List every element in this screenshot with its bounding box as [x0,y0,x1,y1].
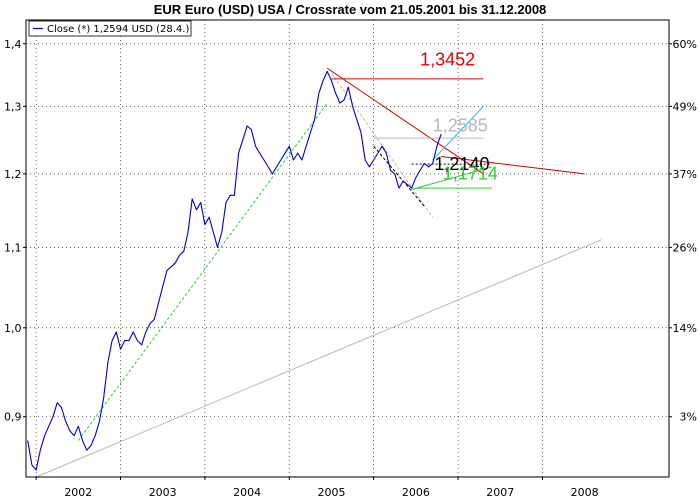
legend: Close (*) 1,2594 USD (28.4.) [28,20,192,37]
annotation-label: 1,2585 [433,116,488,136]
annotation-label: 1,3452 [420,49,475,69]
trend-line [411,166,492,191]
trend-line [326,67,484,175]
grid-layer [26,20,669,477]
y-tick-label-right: 37% [673,168,697,181]
y-tick-label-right: 14% [673,322,697,335]
trend-line [373,145,425,207]
price-series-line [27,70,442,471]
trend-line [331,72,434,218]
x-tick-label: 2002 [64,486,92,499]
y-tick-label-right: 60% [673,38,697,51]
y-tick-label-left: 1,2 [4,168,22,181]
y-tick-label-right: 3% [680,411,697,424]
annotation-label: 1,1714 [443,163,498,183]
series-layer [27,70,442,471]
x-tick-label: 2008 [571,486,599,499]
trend-line [35,239,602,478]
x-tick-label: 2005 [317,486,345,499]
y-axis-ticks: 0,9 3% 1,0 14% 1,1 26% 1,2 37% 1,3 49% 1,4 60% [4,38,697,424]
trend-line [441,156,585,175]
x-tick-label: 2003 [149,486,177,499]
x-tick-label: 2004 [233,486,261,499]
y-tick-label-left: 1,0 [4,322,22,335]
annotation-label: 1,2140 [434,154,489,174]
y-tick-label-right: 49% [673,100,697,113]
y-tick-label-right: 26% [673,241,697,254]
legend-box [28,20,192,37]
x-tick-label: 2006 [402,486,430,499]
trend-overlays [35,67,602,478]
y-tick-label-left: 0,9 [4,411,22,424]
plot-frame [25,19,670,478]
y-tick-label-left: 1,4 [4,38,22,51]
x-axis-ticks: 2002 2003 2004 2005 2006 2007 2008 [35,477,599,499]
x-tick-label: 2007 [486,486,514,499]
y-tick-label-left: 1,3 [4,100,22,113]
chart-title: EUR Euro (USD) USA / Crossrate vom 21.05… [154,2,547,17]
legend-label: Close (*) 1,2594 USD (28.4.) [47,24,189,35]
y-tick-label-left: 1,1 [4,241,22,254]
trend-line [432,105,484,161]
